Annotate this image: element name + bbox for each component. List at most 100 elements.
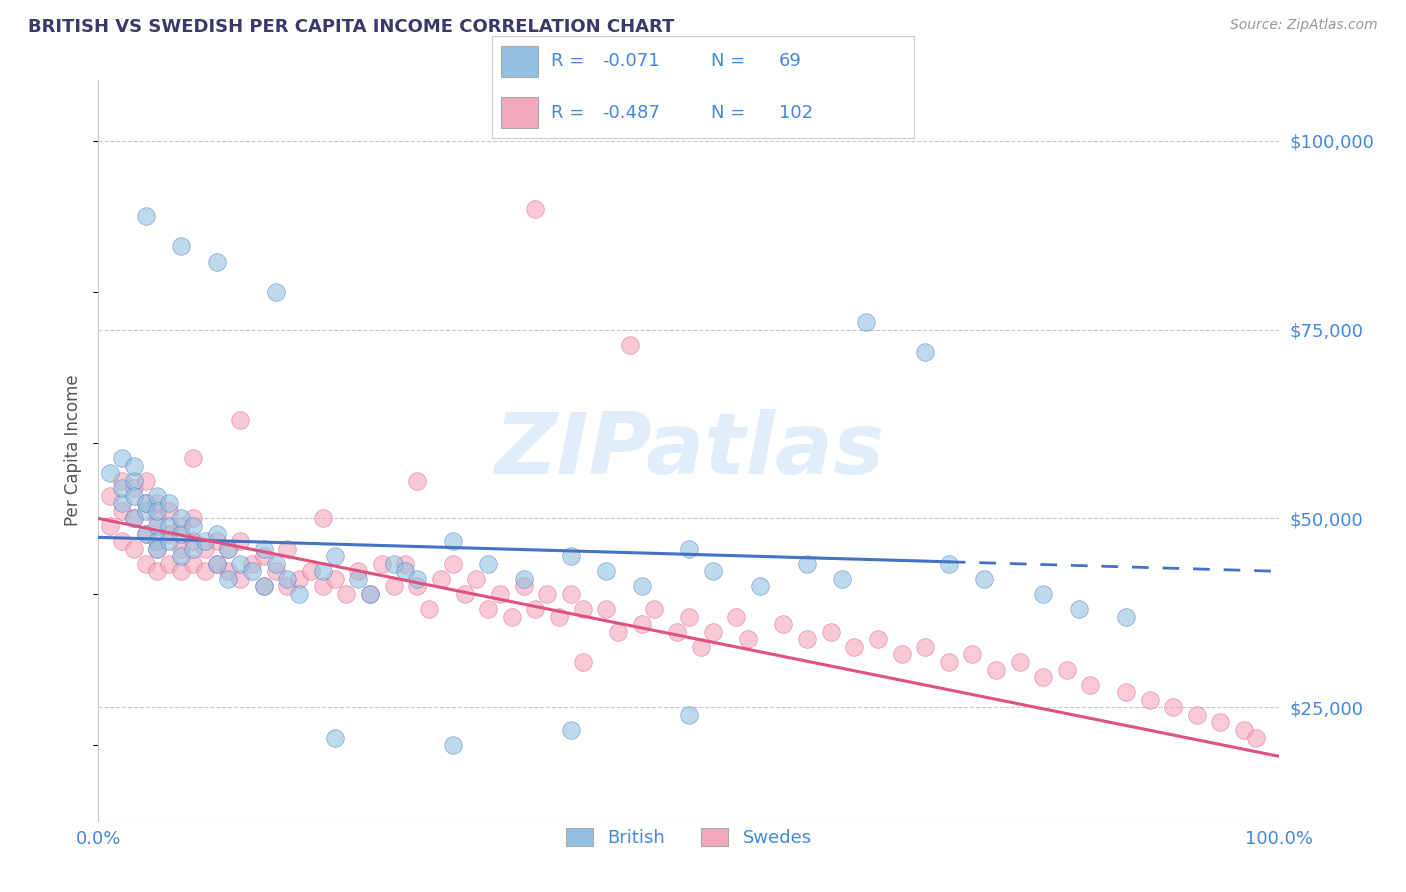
Point xyxy=(146,519,169,533)
Point xyxy=(571,655,593,669)
Point xyxy=(217,572,239,586)
Point xyxy=(157,526,180,541)
Point xyxy=(276,579,298,593)
Point xyxy=(276,541,298,556)
Point xyxy=(181,519,204,533)
Point xyxy=(146,504,169,518)
Point xyxy=(619,337,641,351)
Point xyxy=(489,587,512,601)
Point xyxy=(678,541,700,556)
Point xyxy=(312,579,335,593)
Point xyxy=(217,565,239,579)
Point xyxy=(477,602,499,616)
Point xyxy=(1008,655,1031,669)
Point xyxy=(772,617,794,632)
Point xyxy=(146,489,169,503)
Point xyxy=(146,534,169,549)
Point xyxy=(382,579,405,593)
Point xyxy=(359,587,381,601)
Point xyxy=(524,202,547,216)
Point xyxy=(441,738,464,752)
Point xyxy=(595,602,617,616)
Point xyxy=(253,549,276,564)
Point xyxy=(205,526,228,541)
Point xyxy=(477,557,499,571)
Point xyxy=(359,587,381,601)
Point xyxy=(253,541,276,556)
Point xyxy=(855,315,877,329)
Point xyxy=(1233,723,1256,737)
Point xyxy=(205,557,228,571)
Point xyxy=(643,602,665,616)
Point xyxy=(689,640,711,654)
Point xyxy=(181,450,204,465)
Point xyxy=(1209,715,1232,730)
Legend: British, Swedes: British, Swedes xyxy=(557,819,821,856)
Point xyxy=(347,572,370,586)
Point xyxy=(465,572,488,586)
Point xyxy=(122,481,145,495)
Point xyxy=(181,541,204,556)
Text: R =: R = xyxy=(551,103,591,121)
Point xyxy=(135,526,157,541)
Point xyxy=(1080,678,1102,692)
Point xyxy=(181,534,204,549)
Point xyxy=(371,557,394,571)
Point xyxy=(406,572,429,586)
Point xyxy=(560,549,582,564)
Point xyxy=(938,655,960,669)
Point xyxy=(512,579,534,593)
Point xyxy=(170,511,193,525)
Text: 102: 102 xyxy=(779,103,813,121)
Point xyxy=(194,534,217,549)
Point xyxy=(796,557,818,571)
Point xyxy=(122,458,145,473)
Point xyxy=(135,209,157,223)
Point xyxy=(962,648,984,662)
Point xyxy=(205,534,228,549)
Point xyxy=(229,534,252,549)
Point xyxy=(135,496,157,510)
Point xyxy=(135,526,157,541)
Point xyxy=(157,496,180,510)
Point xyxy=(725,609,748,624)
Point xyxy=(111,534,134,549)
Point xyxy=(229,572,252,586)
Text: Source: ZipAtlas.com: Source: ZipAtlas.com xyxy=(1230,18,1378,32)
Text: N =: N = xyxy=(711,103,751,121)
Point xyxy=(135,474,157,488)
Point xyxy=(914,345,936,359)
Point xyxy=(170,541,193,556)
Text: -0.487: -0.487 xyxy=(602,103,659,121)
Point xyxy=(312,511,335,525)
Point xyxy=(796,632,818,647)
Point xyxy=(678,609,700,624)
Point xyxy=(866,632,889,647)
Point xyxy=(418,602,440,616)
Point xyxy=(181,557,204,571)
Point xyxy=(135,496,157,510)
Text: N =: N = xyxy=(711,53,751,70)
Point xyxy=(844,640,866,654)
Point xyxy=(1185,707,1208,722)
Point xyxy=(890,648,912,662)
Point xyxy=(276,572,298,586)
Point xyxy=(111,504,134,518)
Point xyxy=(194,565,217,579)
Point xyxy=(501,609,523,624)
Point xyxy=(406,579,429,593)
Point xyxy=(240,557,263,571)
Point xyxy=(1244,731,1267,745)
Point xyxy=(938,557,960,571)
Point xyxy=(312,565,335,579)
Point xyxy=(571,602,593,616)
Point xyxy=(1032,587,1054,601)
Text: ZIPatlas: ZIPatlas xyxy=(494,409,884,492)
Point xyxy=(146,565,169,579)
Point xyxy=(323,572,346,586)
Point xyxy=(678,707,700,722)
Point xyxy=(205,254,228,268)
Point xyxy=(170,239,193,253)
Point xyxy=(748,579,770,593)
Point xyxy=(157,504,180,518)
